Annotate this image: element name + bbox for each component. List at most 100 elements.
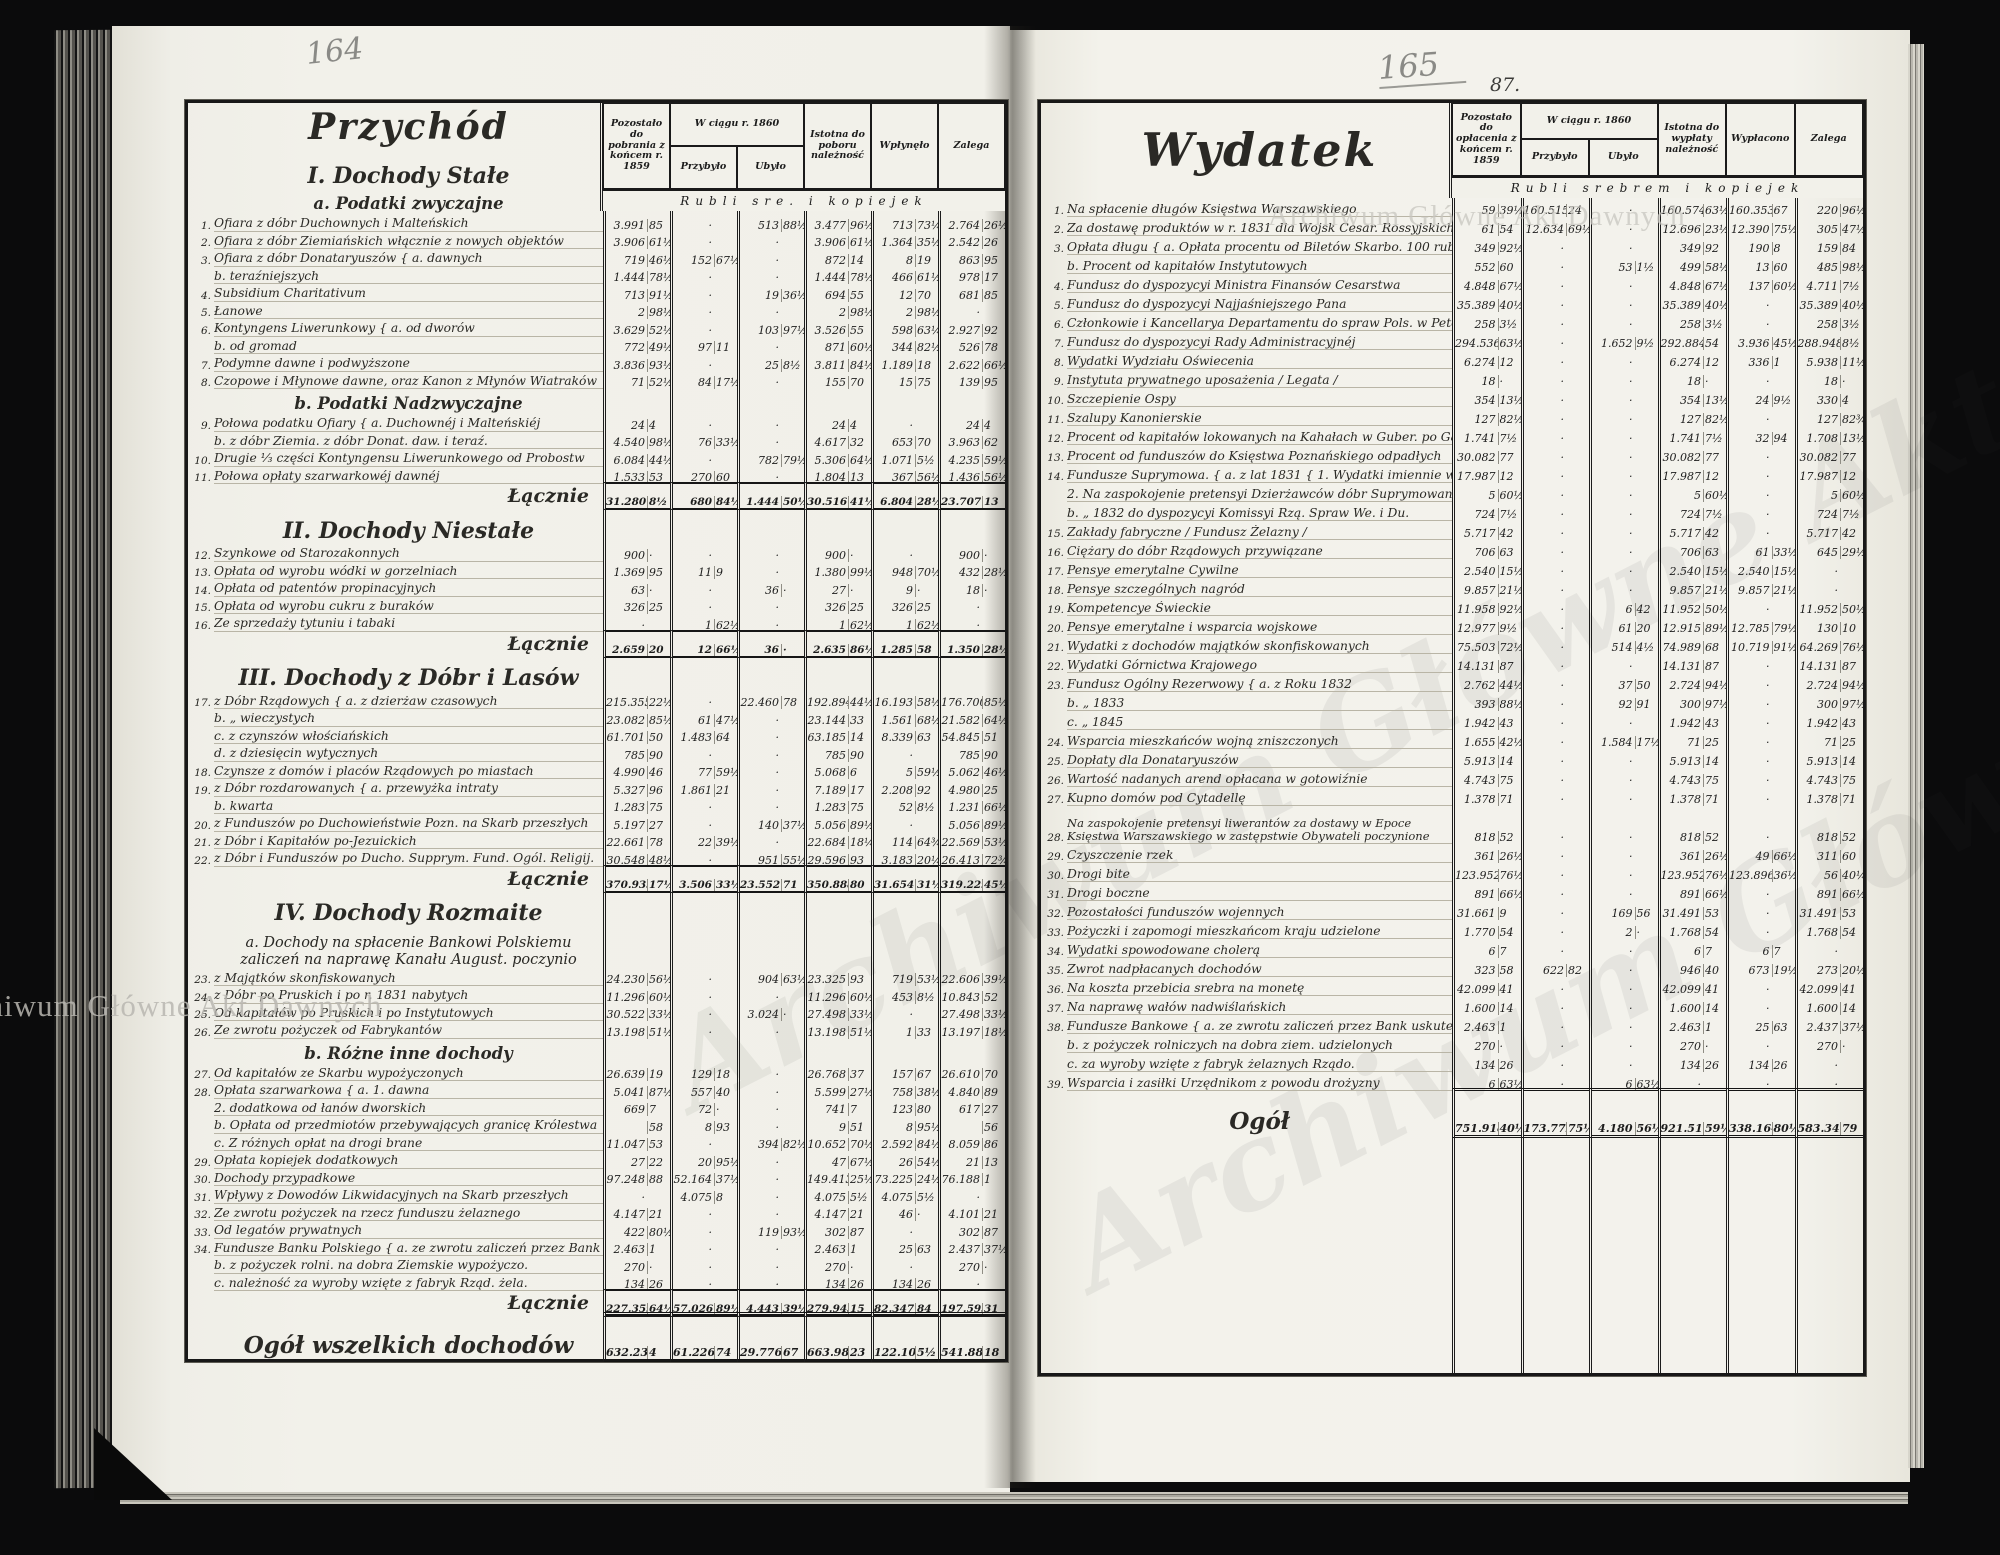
amount-cell: 51388½: [737, 214, 804, 232]
row-number: 5.: [200, 307, 211, 319]
amount-cell: 1.600 14: [1657, 996, 1727, 1015]
amount-cell: 1.44450½: [737, 482, 804, 510]
row-number: 21.: [194, 837, 211, 849]
amount-cell: 5.717 42: [1794, 521, 1864, 540]
row-number: 9.: [200, 419, 211, 432]
amount-cell: 4.075 5½: [804, 1186, 871, 1204]
amount-cell: [603, 1038, 670, 1064]
amount-cell: ·: [1589, 293, 1658, 312]
amount-cell: ·: [1589, 768, 1658, 787]
amount-cell: 134 26: [871, 1273, 938, 1291]
row-number: 14.: [194, 584, 211, 597]
amount-cell: 31.65431½: [871, 864, 938, 893]
amount-cell: [804, 926, 871, 969]
row-label: Instytuta prywatnego uposażenia / Legata…: [1067, 373, 1452, 388]
amount-cell: 1.741 7½: [1657, 426, 1727, 445]
amount-cell: ·: [1726, 445, 1795, 464]
amount-cell: 2.208 92: [871, 779, 938, 797]
amount-cell: 2 ·: [1589, 920, 1658, 939]
ledger-row: 14. Opłata od patentów propinacyjnych 63 · ·…: [188, 579, 1005, 597]
amount-cell: ·: [737, 1098, 804, 1116]
amount-cell: 24 9½: [1726, 388, 1795, 407]
amount-cell: ·: [1520, 483, 1590, 502]
ledger-row: 34. Fundusze Banku Polskiego { a. ze zwro…: [188, 1238, 1005, 1256]
row-label: z Dóbr rozdarowanych { a. przewyżka intr…: [214, 781, 603, 797]
amount-cell: 22.460 78: [737, 691, 804, 709]
ledger-row: 23. Fundusz Ogólny Rezerwowy { a. z Roku …: [1041, 673, 1863, 692]
row-label: b. od gromad: [214, 339, 603, 354]
income-rows: Przychód I. Dochody Stałe a. Podatki zwycz…: [188, 103, 1005, 1362]
amount-cell: 526 78: [938, 336, 1005, 354]
row-number: 30.: [1047, 870, 1064, 882]
amount-cell: [670, 890, 737, 927]
amount-cell: ·: [670, 986, 737, 1004]
amount-cell: 1.378 71: [1794, 787, 1864, 806]
amount-cell: 4.101 21: [938, 1203, 1005, 1221]
row-label: Na zaspokojenie pretensyi liwerantów za …: [1067, 817, 1452, 844]
amount-cell: 298½: [603, 301, 670, 319]
amount-cell: [804, 1038, 871, 1064]
amount-cell: ·: [670, 968, 737, 986]
ledger-row: 31. Wpływy z Dowodów Likwidacyjnych na Sk…: [188, 1186, 1005, 1204]
amount-cell: 5640¼: [1794, 863, 1863, 882]
row-label: Ze zwrotu pożyczek na rzecz funduszu żel…: [214, 1206, 603, 1221]
amount-cell: ·: [1589, 217, 1658, 236]
amount-cell: 9.85721½: [1726, 578, 1795, 597]
ledger-row: 21. z Dóbr i Kapitałów po-Jezuickich 22.66…: [188, 831, 1005, 849]
amount-cell: [670, 655, 737, 692]
amount-cell: 370.93517½: [603, 864, 670, 893]
amount-cell: 75.50372½: [1452, 635, 1521, 654]
amount-cell: 326 25: [804, 596, 871, 614]
row-number: 25.: [1047, 756, 1064, 768]
row-label: Pensye emerytalne Cywilne: [1067, 563, 1452, 578]
ledger-row: 29.Opłata kopiejek dodatkowych27222095½·…: [188, 1151, 1005, 1169]
amount-cell: ·: [737, 231, 804, 249]
amount-cell: ·: [1589, 369, 1658, 388]
amount-cell: 741 7: [804, 1098, 871, 1116]
ledger-row: 15. Opłata od wyrobu cukru z buraków 326 25…: [188, 596, 1005, 614]
amount-cell: 7.189 17: [804, 779, 871, 797]
amount-cell: 1.533 53: [603, 466, 670, 484]
row-label: IV. Dochody Rozmaite: [274, 900, 543, 927]
row-label: Na spłacenie długów Księstwa Warszawskie…: [1067, 202, 1452, 217]
amount-cell: 75838½: [871, 1081, 938, 1099]
row-label: II. Dochody Niestałe: [282, 517, 535, 544]
amount-cell: ·: [1794, 559, 1864, 578]
amount-cell: ·: [1520, 274, 1590, 293]
amount-cell: 4.743 75: [1794, 768, 1864, 787]
ledger-row: 25. Od kapitałów po Pruskich i po Instytu…: [188, 1003, 1005, 1021]
amount-cell: 1.35028½: [938, 629, 1005, 658]
amount-cell: ·: [1520, 673, 1590, 692]
amount-cell: [670, 1038, 737, 1064]
amount-cell: 31.491 53: [1794, 901, 1864, 920]
ledger-row: 24. z Dóbr po Pruskich i po r. 1831 nabyt…: [188, 986, 1005, 1004]
amount-cell: ·: [737, 1273, 804, 1291]
amount-cell: 1.378 71: [1657, 787, 1727, 806]
amount-cell: ·: [1589, 1015, 1658, 1034]
row-number: 20.: [194, 819, 211, 832]
expense-ledger-table: Pozostało do opłacenia z końcem r. 1859 …: [1038, 100, 1866, 1376]
amount-cell: 921.51059½: [1657, 1088, 1726, 1138]
amount-cell: 71 25: [1794, 730, 1864, 749]
amount-cell: 48598½: [1794, 255, 1863, 274]
amount-cell: 663.98423: [804, 1312, 871, 1362]
amount-cell: ·: [1726, 654, 1795, 673]
amount-cell: 2.659 20: [603, 629, 670, 658]
amount-cell: 2.463 1: [804, 1238, 871, 1256]
ledger-row: 33. Pożyczki i zapomogi mieszkańcom kraju…: [1041, 920, 1863, 939]
amount-cell: 900 ·: [804, 544, 871, 562]
ledger-row: 4. Fundusz do dyspozycyi Ministra Finansó…: [1041, 274, 1863, 293]
amount-cell: 36126½: [1657, 844, 1726, 863]
amount-cell: 24 4: [603, 414, 670, 432]
sect-row: III. Dochody z Dóbr i Lasów: [188, 655, 1005, 692]
amount-cell: 42.099 41: [1452, 977, 1521, 996]
amount-cell: ·: [1589, 502, 1658, 521]
amount-cell: ·: [1520, 616, 1590, 635]
amount-cell: ·: [1520, 540, 1590, 559]
amount-cell: ·: [1726, 1034, 1795, 1053]
row-label: Czopowe i Młynowe dawne, oraz Kanon z Mł…: [214, 374, 603, 389]
row-label: Za dostawę produktów w r. 1831 dla Wojsk…: [1067, 220, 1452, 236]
